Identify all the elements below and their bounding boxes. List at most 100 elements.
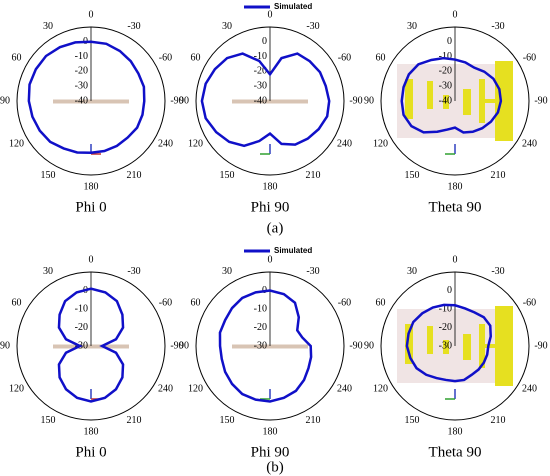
figure-label: (b) xyxy=(266,459,284,475)
radial-tick-label: -20 xyxy=(439,322,452,333)
angle-tick-label: -60 xyxy=(523,297,536,308)
pattern-curve xyxy=(405,303,492,383)
antenna-patch xyxy=(495,306,513,386)
angle-tick-label: -90 xyxy=(349,95,362,106)
angle-tick-label: 60 xyxy=(191,297,201,308)
angle-tick-label: 120 xyxy=(9,383,24,394)
angle-tick-label: 180 xyxy=(448,181,463,192)
chart-title: Theta 90 xyxy=(429,444,482,460)
angle-tick-label: 120 xyxy=(373,383,388,394)
angle-tick-label: 240 xyxy=(158,383,173,394)
angle-tick-label: 120 xyxy=(9,138,24,149)
angle-tick-label: 180 xyxy=(84,426,99,437)
angle-tick-label: -90 xyxy=(534,340,547,351)
radial-tick-label: -30 xyxy=(439,80,452,91)
chart-title: Theta 90 xyxy=(429,199,482,215)
angle-tick-label: 90 xyxy=(179,95,189,106)
angle-tick-label: 120 xyxy=(373,138,388,149)
angle-tick-label: 30 xyxy=(407,266,417,277)
pattern-curve xyxy=(57,287,125,403)
radial-tick-label: -30 xyxy=(254,340,267,351)
angle-tick-label: 150 xyxy=(41,415,56,426)
antenna-patch xyxy=(479,79,485,123)
angle-tick-label: 90 xyxy=(364,95,374,106)
angle-tick-label: 240 xyxy=(522,383,537,394)
figure-label: (a) xyxy=(267,220,284,236)
angle-tick-label: -90 xyxy=(349,340,362,351)
angle-tick-label: 120 xyxy=(188,383,203,394)
legend-label: Simulated xyxy=(274,2,312,11)
radial-tick-label: -20 xyxy=(254,66,267,77)
angle-tick-label: 120 xyxy=(188,138,203,149)
angle-tick-label: 210 xyxy=(306,170,321,181)
angle-tick-label: -30 xyxy=(127,21,140,32)
pattern-curve xyxy=(400,56,503,134)
radial-tick-label: 0 xyxy=(447,36,452,47)
angle-tick-label: -60 xyxy=(159,297,172,308)
angle-tick-label: 210 xyxy=(491,170,506,181)
antenna-patch xyxy=(427,326,433,354)
angle-tick-label: -90 xyxy=(170,95,183,106)
angle-tick-label: 0 xyxy=(453,9,458,20)
angle-tick-label: 210 xyxy=(127,415,142,426)
angle-tick-label: 30 xyxy=(222,21,232,32)
angle-tick-label: 150 xyxy=(405,415,420,426)
angle-tick-label: 90 xyxy=(179,340,189,351)
angle-tick-label: 60 xyxy=(12,297,22,308)
angle-tick-label: 210 xyxy=(306,415,321,426)
angle-tick-label: -90 xyxy=(534,95,547,106)
angle-tick-label: 150 xyxy=(405,170,420,181)
radial-tick-label: 0 xyxy=(447,285,452,296)
angle-tick-label: 90 xyxy=(364,340,374,351)
angle-tick-label: 30 xyxy=(43,266,53,277)
antenna-patch xyxy=(485,344,501,348)
radial-tick-label: -10 xyxy=(439,303,452,314)
antenna-board xyxy=(232,344,308,349)
antenna-board xyxy=(232,99,308,104)
angle-tick-label: -30 xyxy=(306,266,319,277)
antenna-patch xyxy=(443,95,449,109)
angle-tick-label: 180 xyxy=(84,181,99,192)
angle-tick-label: -60 xyxy=(338,297,351,308)
pattern-curve xyxy=(200,52,331,148)
radial-tick-label: -20 xyxy=(439,66,452,77)
angle-tick-label: 210 xyxy=(127,170,142,181)
angle-tick-label: 150 xyxy=(41,170,56,181)
angle-tick-label: 90 xyxy=(0,95,10,106)
angle-tick-label: -30 xyxy=(491,21,504,32)
radial-tick-label: -20 xyxy=(75,322,88,333)
angle-tick-label: 0 xyxy=(89,254,94,265)
antenna-board xyxy=(53,99,129,104)
angle-tick-label: 150 xyxy=(220,415,235,426)
angle-tick-label: 210 xyxy=(491,415,506,426)
angle-tick-label: -30 xyxy=(127,266,140,277)
radial-tick-label: -40 xyxy=(439,95,452,106)
antenna-patch xyxy=(463,89,471,115)
radial-tick-label: -40 xyxy=(254,95,267,106)
angle-tick-label: 240 xyxy=(337,138,352,149)
chart-title: Phi 0 xyxy=(75,199,106,215)
angle-tick-label: 150 xyxy=(220,170,235,181)
angle-tick-label: 240 xyxy=(522,138,537,149)
radial-tick-label: -20 xyxy=(254,322,267,333)
angle-tick-label: 90 xyxy=(0,340,10,351)
angle-tick-label: 0 xyxy=(268,9,273,20)
angle-tick-label: -30 xyxy=(306,21,319,32)
chart-title: Phi 0 xyxy=(75,444,106,460)
antenna-board xyxy=(53,344,129,349)
angle-tick-label: 30 xyxy=(43,21,53,32)
antenna-patch xyxy=(485,99,501,103)
radial-tick-label: -30 xyxy=(439,340,452,351)
angle-tick-label: 180 xyxy=(448,426,463,437)
angle-tick-label: -90 xyxy=(170,340,183,351)
pattern-curve xyxy=(27,40,146,155)
angle-tick-label: 180 xyxy=(263,426,278,437)
angle-tick-label: -30 xyxy=(491,266,504,277)
radial-tick-label: -10 xyxy=(254,51,267,62)
antenna-patch xyxy=(495,61,513,141)
chart-title: Phi 90 xyxy=(251,444,290,460)
angle-tick-label: 30 xyxy=(222,266,232,277)
antenna-patch xyxy=(479,324,485,368)
angle-tick-label: 240 xyxy=(337,383,352,394)
legend-label: Simulated xyxy=(274,246,312,255)
